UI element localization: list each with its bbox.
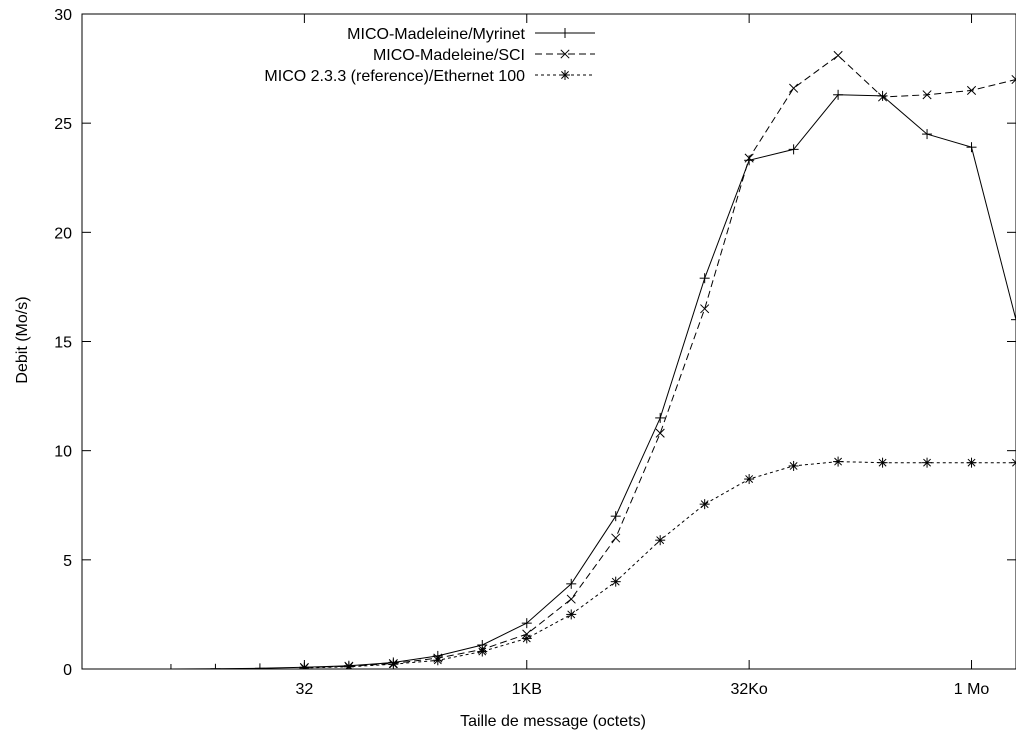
data-point <box>610 511 621 522</box>
data-point <box>566 578 577 589</box>
data-point <box>210 663 221 669</box>
data-point <box>299 662 310 669</box>
legend-label: MICO 2.3.3 (reference)/Ethernet 100 <box>264 68 525 85</box>
data-point <box>655 428 665 438</box>
data-point <box>877 90 888 101</box>
data-point <box>566 594 576 604</box>
data-point <box>878 92 888 102</box>
y-tick-label: 25 <box>54 116 72 133</box>
x-axis-title: Taille de message (octets) <box>460 713 646 730</box>
series-line <box>170 94 1016 669</box>
series-line <box>304 461 1016 669</box>
data-point <box>789 83 799 93</box>
data-point <box>1011 457 1016 468</box>
data-point <box>966 85 977 95</box>
x-tick-label: 32Ko <box>730 681 767 698</box>
legend-label: MICO-Madeleine/SCI <box>373 47 525 64</box>
data-point <box>165 664 176 669</box>
data-point <box>388 659 399 669</box>
series-2 <box>299 50 1016 669</box>
y-tick-label: 20 <box>54 225 72 242</box>
legend-marker <box>560 49 570 59</box>
data-point <box>611 533 621 543</box>
data-point <box>521 633 532 644</box>
data-point <box>432 655 443 666</box>
series-layer <box>165 50 1016 669</box>
plot-border <box>81 13 1016 670</box>
data-point <box>1011 74 1016 85</box>
data-point <box>744 155 755 166</box>
data-point <box>655 535 666 546</box>
data-point <box>788 460 799 471</box>
series-1 <box>165 89 1016 669</box>
legend-label: MICO-Madeleine/Myrinet <box>347 26 525 43</box>
y-axis-title: Debit (Mo/s) <box>14 296 31 383</box>
legend-marker <box>560 70 570 80</box>
data-point <box>966 142 977 153</box>
data-point <box>1011 314 1016 325</box>
data-point <box>343 661 354 669</box>
x-tick-label: 32 <box>295 681 313 698</box>
data-point <box>699 499 710 510</box>
data-point <box>610 576 621 587</box>
data-point <box>788 144 799 155</box>
y-tick-label: 30 <box>54 7 72 24</box>
x-tick-label: 1 Mo <box>954 681 990 698</box>
y-tick-label: 0 <box>63 662 72 679</box>
data-point <box>700 304 710 314</box>
legend-marker <box>560 28 570 38</box>
data-point <box>744 153 754 163</box>
data-point <box>833 50 843 61</box>
data-point <box>833 456 844 467</box>
data-point <box>833 89 844 100</box>
data-point <box>477 646 488 657</box>
y-tick-label: 5 <box>63 553 72 570</box>
data-point <box>655 412 666 423</box>
data-point <box>966 457 977 468</box>
data-point <box>922 457 933 468</box>
y-tick-label: 10 <box>54 444 72 461</box>
x-tick-label: 1KB <box>512 681 542 698</box>
series-3 <box>299 456 1016 669</box>
data-point <box>922 129 933 140</box>
data-point <box>521 618 532 629</box>
y-tick-label: 15 <box>54 335 72 352</box>
data-point <box>922 90 932 100</box>
legend: MICO-Madeleine/Myrinet MICO-Madeleine/SCI… <box>264 26 595 85</box>
data-point <box>254 663 265 669</box>
data-point <box>744 474 755 485</box>
axis-ticks: 0 5 10 15 20 25 30 32 1KB 32Ko 1 Mo <box>54 7 1016 698</box>
plot-frame <box>81 13 1016 670</box>
data-point <box>566 609 577 620</box>
data-point <box>877 457 888 468</box>
series-line <box>304 54 1016 668</box>
data-point <box>699 273 710 284</box>
